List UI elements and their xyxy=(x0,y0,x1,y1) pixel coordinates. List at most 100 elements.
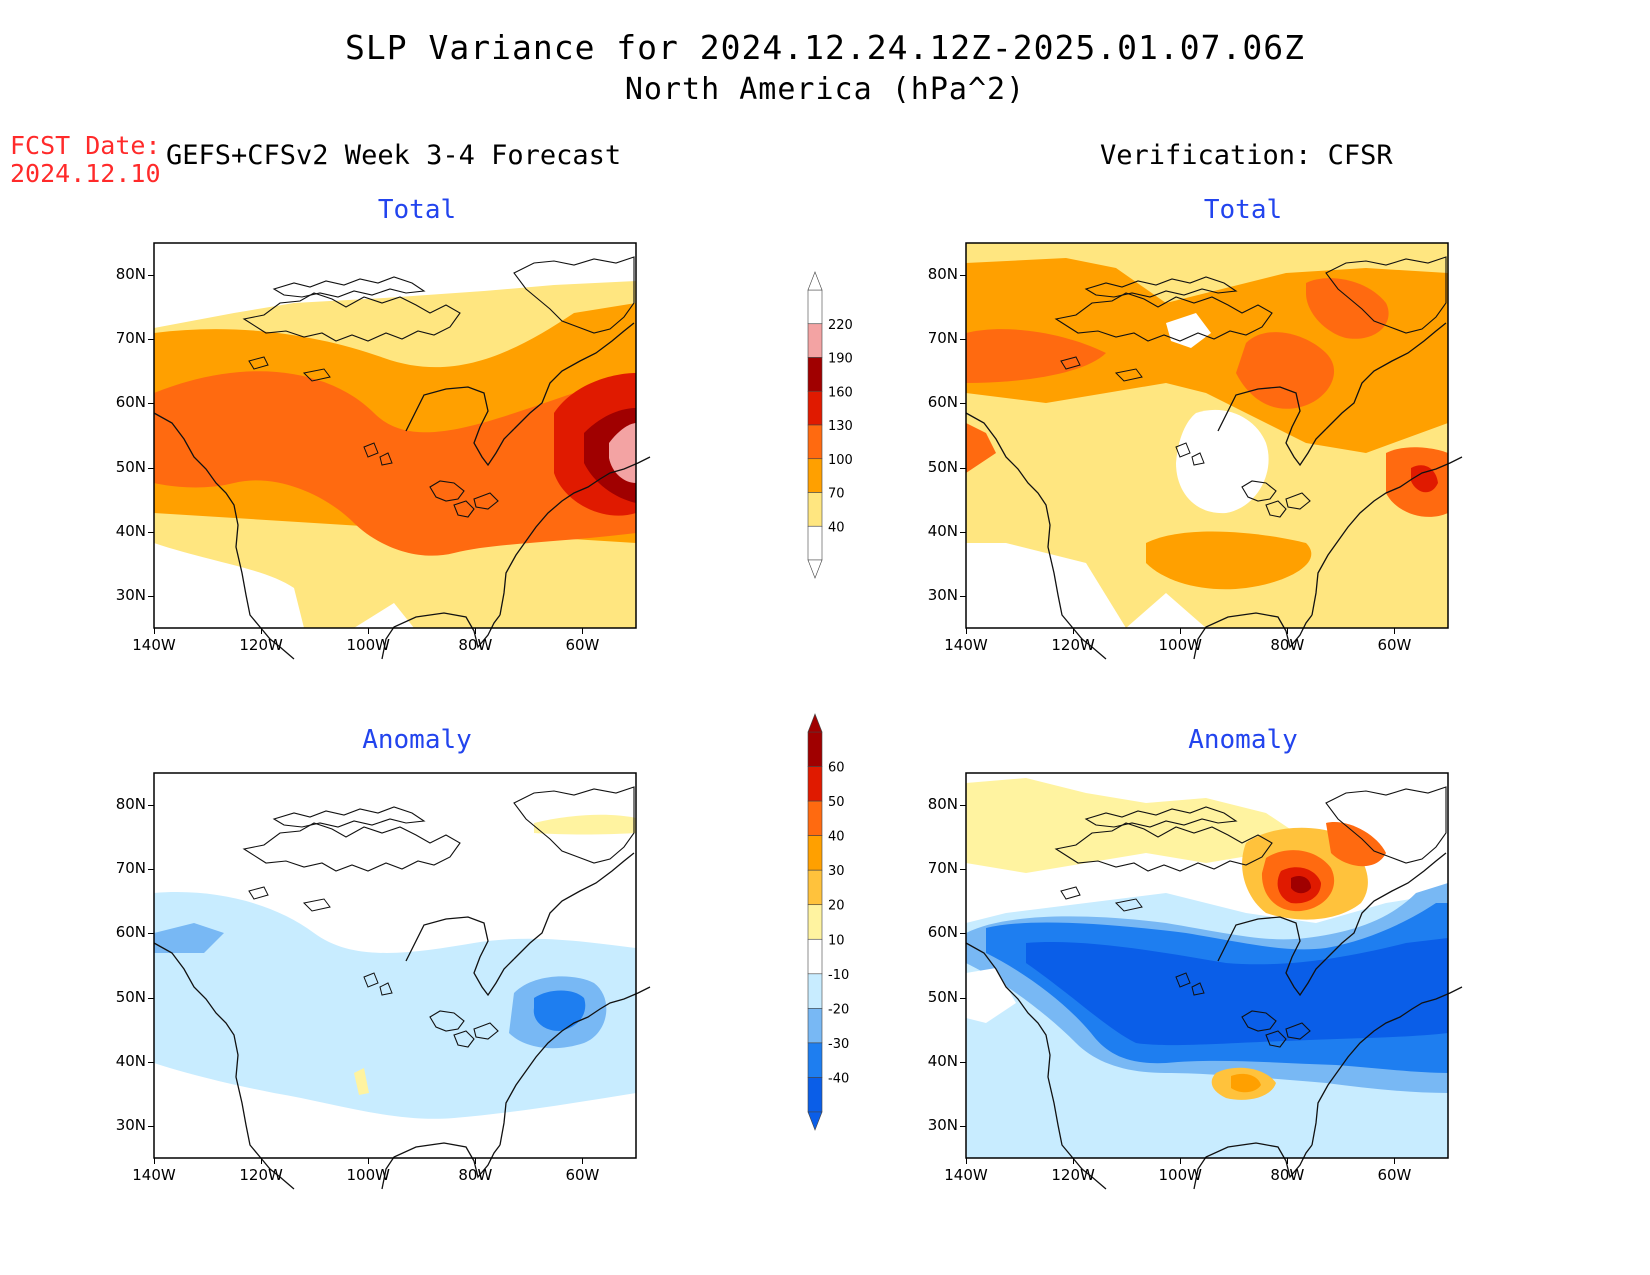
colorbar-swatch xyxy=(807,458,823,493)
colorbar-level-label: 70 xyxy=(828,487,845,502)
lon-tick-label: 80W xyxy=(1270,1166,1305,1184)
forecast-column-title: GEFS+CFSv2 Week 3-4 Forecast xyxy=(166,140,622,171)
colorbar-min-arrow xyxy=(807,1111,823,1131)
lon-tick-mark xyxy=(475,628,477,634)
colorbar-level-label: 50 xyxy=(828,795,845,810)
lat-tick-mark xyxy=(960,997,966,999)
lon-tick-label: 60W xyxy=(565,1166,600,1184)
colorbar-level-label: -30 xyxy=(828,1037,849,1052)
colorbar-min-arrow xyxy=(807,559,823,579)
lat-tick-mark xyxy=(148,467,154,469)
fcst-date: FCST Date: 2024.12.10 xyxy=(10,132,161,188)
lon-tick-label: 120W xyxy=(1051,1166,1095,1184)
lon-tick-mark xyxy=(1394,628,1396,634)
lat-tick-mark xyxy=(148,1061,154,1063)
lon-tick-mark xyxy=(582,1158,584,1164)
lat-tick-mark xyxy=(960,805,966,807)
verif-total-map xyxy=(965,242,1463,660)
colorbar-swatch xyxy=(807,424,823,460)
lat-tick-mark xyxy=(148,997,154,999)
lat-tick-label: 70N xyxy=(927,859,958,878)
lat-tick-mark xyxy=(148,275,154,277)
colorbar-level-label: 10 xyxy=(828,933,845,948)
anomaly-colorbar: -40 -30 -20 -10 10 20 30 40 50 60 xyxy=(807,713,849,1131)
verification-column-title: Verification: CFSR xyxy=(1100,140,1393,171)
lon-tick-label: 60W xyxy=(565,636,600,654)
lon-tick-mark xyxy=(154,628,155,634)
colorbar-level-label: 40 xyxy=(828,830,845,845)
lat-tick-label: 50N xyxy=(927,987,958,1006)
lat-tick-label: 30N xyxy=(927,1115,958,1134)
lon-tick-mark xyxy=(1073,628,1075,634)
colorbar-level-label: -40 xyxy=(828,1071,849,1086)
colorbar-max-arrow xyxy=(807,271,823,291)
lat-tick-label: 40N xyxy=(115,521,146,540)
colorbar-swatch xyxy=(807,938,823,975)
colorbar-level-label: 160 xyxy=(828,385,853,400)
lat-tick-label: 70N xyxy=(927,329,958,348)
lon-tick-label: 120W xyxy=(239,636,283,654)
lat-tick-label: 70N xyxy=(115,329,146,348)
colorbar-swatch xyxy=(807,869,823,906)
lon-tick-mark xyxy=(1287,1158,1289,1164)
colorbar-level-label: 190 xyxy=(828,352,853,367)
lon-tick-mark xyxy=(261,1158,263,1164)
lon-tick-mark xyxy=(1180,1158,1182,1164)
lat-tick-mark xyxy=(960,933,966,935)
lat-tick-mark xyxy=(960,1061,966,1063)
lat-tick-label: 50N xyxy=(115,987,146,1006)
lon-tick-mark xyxy=(582,628,584,634)
colorbar-swatch xyxy=(807,904,823,940)
forecast-total-title: Total xyxy=(377,195,457,225)
lon-tick-label: 80W xyxy=(458,1166,493,1184)
colorbar-level-label: 20 xyxy=(828,899,845,914)
lat-tick-label: 60N xyxy=(927,393,958,412)
colorbar-level-label: 40 xyxy=(828,520,845,535)
colorbar-swatch xyxy=(807,357,823,392)
lat-tick-label: 80N xyxy=(115,265,146,284)
lon-tick-mark xyxy=(475,1158,477,1164)
lon-tick-label: 140W xyxy=(944,1166,988,1184)
lat-tick-mark xyxy=(148,805,154,807)
lon-tick-label: 120W xyxy=(1051,636,1095,654)
lon-tick-mark xyxy=(1394,1158,1396,1164)
lon-tick-label: 100W xyxy=(1158,1166,1202,1184)
colorbar-swatch xyxy=(807,390,823,426)
lat-tick-label: 60N xyxy=(115,923,146,942)
lat-tick-label: 40N xyxy=(927,1051,958,1070)
lon-tick-label: 140W xyxy=(132,636,176,654)
colorbar-swatch xyxy=(807,1008,823,1044)
lat-tick-mark xyxy=(960,869,966,871)
main-subtitle: North America (hPa^2) xyxy=(624,72,1026,107)
colorbar-swatch xyxy=(807,492,823,527)
verif-anomaly-title: Anomaly xyxy=(1188,725,1298,755)
lat-tick-label: 50N xyxy=(115,457,146,476)
lat-tick-label: 30N xyxy=(927,585,958,604)
lon-tick-label: 60W xyxy=(1377,1166,1412,1184)
lat-tick-label: 60N xyxy=(115,393,146,412)
lon-tick-label: 60W xyxy=(1377,636,1412,654)
colorbar-level-label: 60 xyxy=(828,761,845,776)
lat-tick-label: 80N xyxy=(115,795,146,814)
total-colorbar: 40 70 100 130 160 190 220 xyxy=(807,271,853,579)
main-title: SLP Variance for 2024.12.24.12Z-2025.01.… xyxy=(345,28,1305,67)
lat-tick-label: 80N xyxy=(927,265,958,284)
colorbar-level-label: -10 xyxy=(828,968,849,983)
lon-tick-mark xyxy=(966,1158,967,1164)
lon-tick-label: 140W xyxy=(132,1166,176,1184)
lat-tick-label: 80N xyxy=(927,795,958,814)
lon-tick-label: 100W xyxy=(346,1166,390,1184)
colorbar-swatch xyxy=(807,766,823,802)
lon-tick-mark xyxy=(966,628,967,634)
lon-tick-mark xyxy=(368,628,370,634)
lat-tick-mark xyxy=(148,933,154,935)
lat-tick-mark xyxy=(960,531,966,533)
colorbar-swatch xyxy=(807,835,823,871)
lat-tick-label: 60N xyxy=(927,923,958,942)
lat-tick-mark xyxy=(148,403,154,405)
lat-tick-mark xyxy=(148,869,154,871)
verif-total-title: Total xyxy=(1203,195,1283,225)
lon-tick-mark xyxy=(1073,1158,1075,1164)
forecast-anomaly-title: Anomaly xyxy=(362,725,472,755)
lat-tick-mark xyxy=(960,467,966,469)
